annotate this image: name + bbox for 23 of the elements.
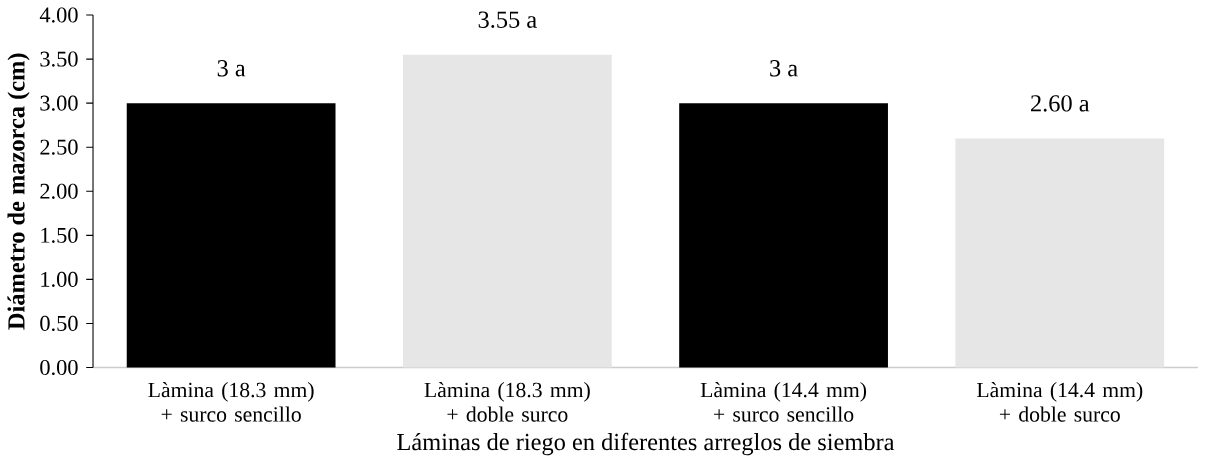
y-tick-label: 3.50	[40, 51, 78, 67]
data-label: 2.60 a	[1031, 95, 1090, 112]
y-tick-label: 3.00	[40, 95, 78, 111]
y-tick-label: 1.00	[41, 271, 78, 288]
y-axis-title: Diámetro de mazorca (cm)	[7, 53, 30, 330]
y-tick-label: 2.50	[40, 139, 78, 155]
bar	[126, 103, 336, 368]
x-axis-title: Láminas de riego en diferentes arreglos de siembra	[397, 432, 895, 456]
data-label: 3 a	[770, 60, 798, 77]
y-tick-label: 0.00	[40, 360, 78, 376]
y-tick-label: 2.00	[40, 183, 78, 199]
y-tick-label: 4.00	[39, 7, 78, 23]
x-tick-label: Làmina (18.3 mm) + doble surco	[424, 382, 590, 422]
bar	[402, 54, 612, 368]
data-label: 3 a	[217, 60, 246, 77]
bar	[955, 138, 1165, 368]
x-tick-label: Làmina (14.4 mm) + doble surco	[976, 382, 1143, 422]
x-tick-label: Làmina (18.3 mm) + surco sencillo	[148, 382, 314, 422]
y-tick-label: 1.50	[41, 227, 78, 244]
y-tick-label: 0.50	[40, 315, 78, 332]
x-tick-label: Làmina (14.4 mm) + surco sencillo	[700, 382, 867, 422]
bar	[679, 103, 888, 368]
data-label: 3.55 a	[478, 11, 537, 29]
